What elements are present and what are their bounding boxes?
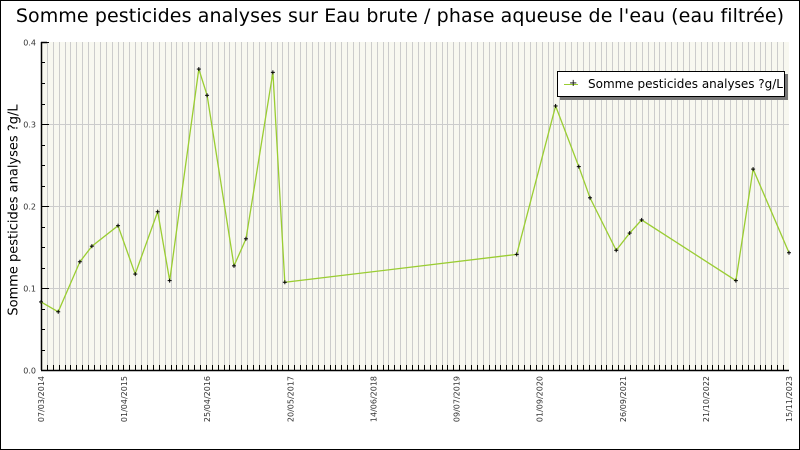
data-point-marker	[89, 244, 94, 249]
data-point-marker	[270, 70, 275, 75]
data-point-marker	[155, 209, 160, 214]
data-point-marker	[133, 272, 138, 277]
x-axis-ticks: 07/03/2014 01/04/2015 25/04/2016 20/05/2017…	[37, 365, 794, 422]
data-point-marker	[282, 280, 287, 285]
horizontal-gridlines	[41, 124, 789, 289]
y-tick-label: 0.4	[23, 39, 36, 48]
data-point-marker	[167, 278, 172, 283]
y-tick-label: 0.1	[23, 285, 36, 294]
x-tick-label: 01/09/2020	[536, 376, 545, 422]
data-point-marker	[751, 167, 756, 172]
y-tick-label: 0.2	[23, 203, 36, 212]
x-tick-label: 14/06/2018	[369, 376, 378, 422]
x-tick-label: 07/03/2014	[37, 376, 46, 422]
y-tick-label: 0.0	[23, 367, 36, 376]
data-point-marker	[787, 250, 791, 255]
x-tick-label: 15/11/2023	[785, 376, 794, 422]
chart-title: Somme pesticides analyses sur Eau brute …	[15, 5, 785, 27]
data-point-marker	[231, 263, 236, 268]
data-point-marker	[627, 231, 632, 236]
y-axis-ticks: 0.0 0.1 0.2 0.3 0.4	[23, 39, 49, 376]
data-point-marker	[205, 93, 210, 98]
data-point-marker	[733, 278, 738, 283]
x-tick-label: 21/10/2022	[702, 376, 711, 422]
series-line	[40, 68, 790, 313]
data-point-markers	[39, 67, 791, 314]
data-point-marker	[196, 67, 201, 72]
legend-label: Somme pesticides analyses ?g/L	[588, 77, 783, 91]
legend-swatch-icon: +	[564, 79, 578, 89]
x-tick-label: 26/09/2021	[619, 376, 628, 422]
data-point-marker	[39, 299, 43, 304]
x-tick-label: 01/04/2015	[120, 376, 129, 422]
data-point-marker	[77, 259, 82, 264]
data-point-marker	[514, 252, 519, 257]
x-tick-label: 25/04/2016	[203, 376, 212, 422]
data-point-marker	[588, 195, 593, 200]
y-tick-label: 0.3	[23, 121, 36, 130]
data-point-marker	[639, 217, 644, 222]
data-point-marker	[116, 223, 121, 228]
data-point-marker	[614, 248, 619, 253]
x-tick-label: 09/07/2019	[453, 376, 462, 422]
data-point-marker	[576, 164, 581, 169]
x-tick-label: 20/05/2017	[286, 376, 295, 422]
data-point-marker	[56, 309, 61, 314]
data-point-marker	[553, 103, 558, 108]
legend: + Somme pesticides analyses ?g/L	[557, 71, 785, 97]
data-series-line	[40, 68, 790, 313]
data-point-marker	[243, 236, 248, 241]
